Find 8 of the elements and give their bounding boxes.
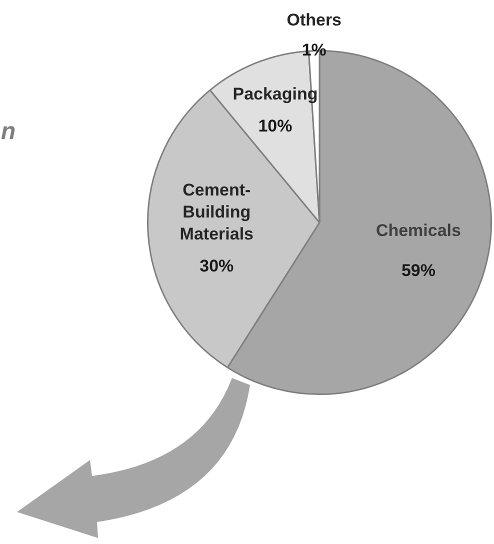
data-label: 30% [200,256,234,276]
data-label: 59% [401,260,436,280]
slice-label: Chemicals [376,220,461,240]
data-label: 10% [258,116,292,136]
slice-label: Cement-Building Materials [180,180,254,244]
slice-label: Others [286,10,342,30]
text: n [1,118,16,146]
slice-label: Packaging [232,84,318,104]
